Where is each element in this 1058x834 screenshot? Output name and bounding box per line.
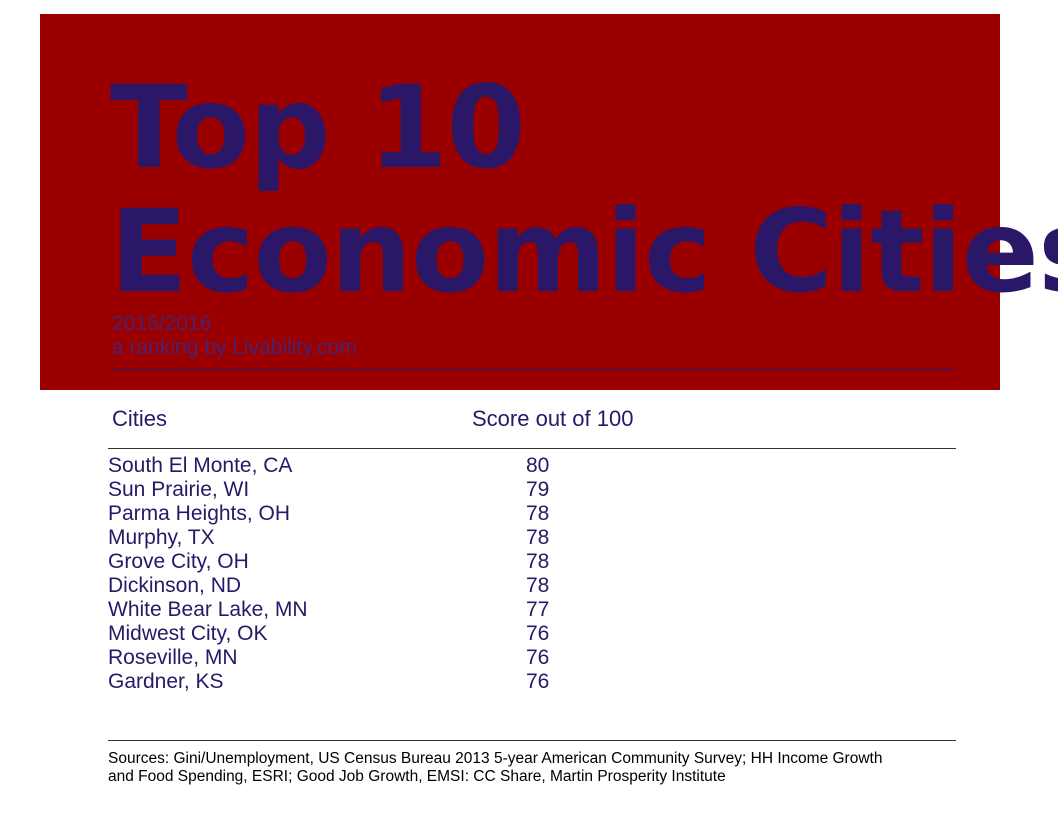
city-cell: Dickinson, ND	[108, 574, 242, 597]
score-cell: 76	[526, 670, 550, 693]
city-cell: Parma Heights, OH	[108, 502, 291, 525]
ranking-table-header: Cities Score out of 100	[108, 400, 956, 436]
city-cell: South El Monte, CA	[108, 454, 293, 477]
score-cell: 76	[526, 622, 550, 645]
header-divider	[108, 448, 956, 449]
footer-divider	[108, 740, 956, 741]
table-row: Parma Heights, OH 78	[108, 502, 956, 526]
table-header-row: Cities Score out of 100	[108, 400, 956, 436]
banner-divider	[112, 369, 955, 370]
title-line-1: Top 10	[110, 61, 526, 194]
page-title: Top 10 Economic Cities	[110, 66, 1058, 314]
table-row: South El Monte, CA 80	[108, 454, 956, 478]
table-row: Murphy, TX 78	[108, 526, 956, 550]
score-cell: 79	[526, 478, 550, 501]
title-line-2: Economic Cities	[110, 185, 1058, 318]
score-cell: 78	[526, 526, 550, 549]
city-cell: Midwest City, OK	[108, 622, 268, 645]
score-cell: 78	[526, 550, 550, 573]
table-row: Dickinson, ND 78	[108, 574, 956, 598]
subtitle-year: 2015/2016	[112, 312, 212, 335]
ranking-table-body: South El Monte, CA 80 Sun Prairie, WI 79 Par…	[108, 454, 956, 694]
sources-note: Sources: Gini/Unemployment, US Census Bu…	[108, 750, 883, 785]
city-cell: White Bear Lake, MN	[108, 598, 308, 621]
table-row: Midwest City, OK 76	[108, 622, 956, 646]
city-cell: Roseville, MN	[108, 646, 238, 669]
city-cell: Gardner, KS	[108, 670, 224, 693]
subtitle-source: a ranking by Livability.com	[112, 336, 357, 359]
column-header-cities: Cities	[112, 406, 168, 431]
score-cell: 78	[526, 502, 550, 525]
table-row: Roseville, MN 76	[108, 646, 956, 670]
score-cell: 80	[526, 454, 550, 477]
city-cell: Sun Prairie, WI	[108, 478, 250, 501]
score-cell: 77	[526, 598, 550, 621]
score-cell: 76	[526, 646, 550, 669]
table-row: Grove City, OH 78	[108, 550, 956, 574]
subtitle: 2015/2016 a ranking by Livability.com	[112, 312, 357, 360]
table-row: Gardner, KS 76	[108, 670, 956, 694]
table-row: Sun Prairie, WI 79	[108, 478, 956, 502]
city-cell: Murphy, TX	[108, 526, 215, 549]
score-cell: 78	[526, 574, 550, 597]
table-row: White Bear Lake, MN 77	[108, 598, 956, 622]
title-banner: Top 10 Economic Cities 2015/2016 a ranki…	[40, 14, 1058, 390]
column-header-score: Score out of 100	[472, 406, 634, 431]
city-cell: Grove City, OH	[108, 550, 249, 573]
